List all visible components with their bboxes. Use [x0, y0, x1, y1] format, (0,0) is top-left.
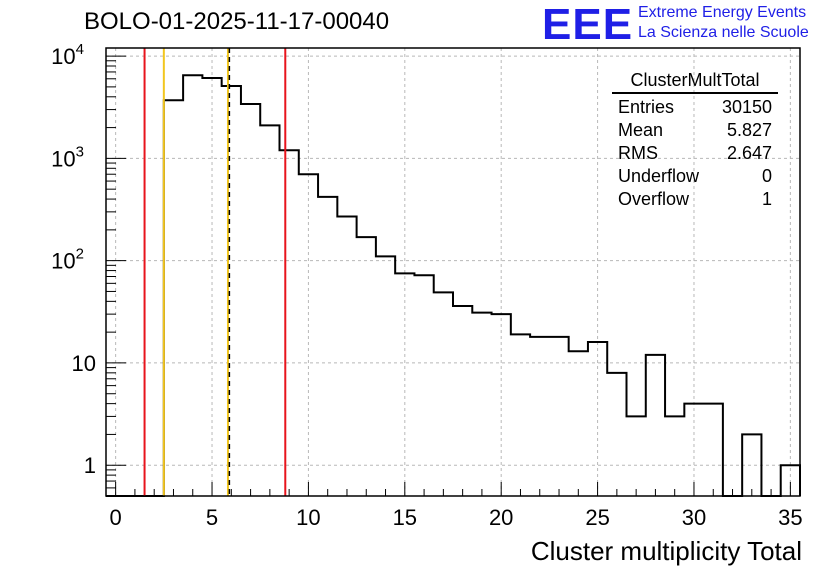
y-tick-label: 10	[72, 351, 96, 376]
x-tick-label: 35	[778, 505, 802, 530]
y-tick-label: 102	[51, 246, 84, 274]
stats-label: Underflow	[618, 166, 700, 186]
logo-line-1: Extreme Energy Events	[638, 4, 807, 21]
plot-frame	[105, 47, 801, 497]
x-tick-label: 30	[682, 505, 706, 530]
stats-label: Overflow	[618, 189, 690, 209]
stats-box: ClusterMultTotal Entries 30150 Mean 5.82…	[612, 70, 778, 211]
x-tick-label: 5	[206, 505, 218, 530]
stats-row-mean: Mean 5.827	[612, 119, 778, 142]
stats-value: 1	[761, 189, 772, 209]
logo-line-2: La Scienza nelle Scuole	[638, 24, 809, 41]
stats-label: RMS	[618, 143, 658, 163]
x-tick-label: 10	[296, 505, 320, 530]
y-tick-label: 1	[84, 453, 96, 478]
stats-row-underflow: Underflow 0	[612, 165, 778, 188]
stats-value: 30150	[721, 97, 772, 117]
y-tick-label: 103	[51, 143, 84, 171]
stats-row-entries: Entries 30150	[612, 96, 778, 119]
y-tick-label: 104	[51, 41, 84, 69]
stats-label: Mean	[618, 120, 664, 140]
stats-value: 0	[761, 166, 772, 186]
x-tick-label: 0	[110, 505, 122, 530]
histogram-outline	[106, 74, 801, 497]
x-axis-label: Cluster multiplicity Total	[531, 536, 802, 566]
stats-label: Entries	[618, 97, 675, 117]
x-tick-label: 20	[489, 505, 513, 530]
stats-value: 5.827	[726, 120, 772, 140]
stats-value: 2.647	[726, 143, 772, 163]
x-tick-label: 25	[585, 505, 609, 530]
page-title: BOLO-01-2025-11-17-00040	[84, 8, 390, 35]
stats-row-rms: RMS 2.647	[612, 142, 778, 165]
x-tick-label: 15	[393, 505, 417, 530]
stats-row-overflow: Overflow 1	[612, 188, 778, 211]
stats-box-title: ClusterMultTotal	[612, 70, 778, 94]
eee-logo: EEE	[542, 0, 634, 49]
